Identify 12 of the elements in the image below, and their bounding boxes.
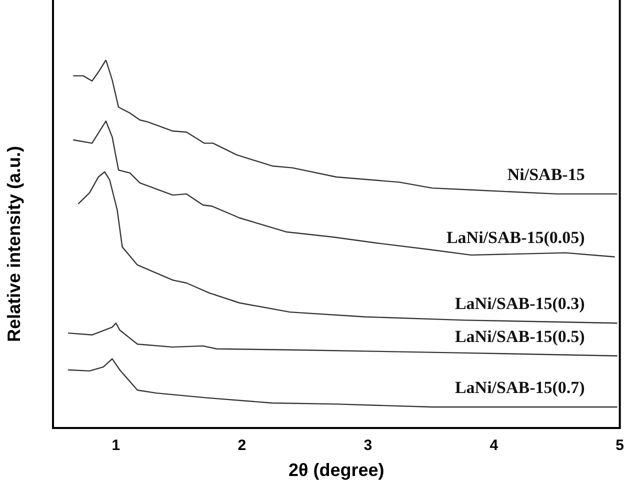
y-axis-title: Relative intensity (a.u.) [4,146,24,342]
series-label: LaNi/SAB-15(0.05) [446,228,585,247]
series-label: LaNi/SAB-15(0.3) [454,294,585,314]
x-tick-label: 3 [364,437,372,454]
x-tick-label: 1 [112,437,120,454]
x-tick-label: 2 [238,437,246,454]
x-axis-title: 2θ (degree) [288,460,384,480]
series-label: LaNi/SAB-15(0.5) [454,326,585,346]
series-label: Ni/SAB-15 [507,164,585,184]
x-tick-label: 4 [490,437,499,454]
x-tick-label: 5 [616,437,624,454]
series-label: LaNi/SAB-15(0.7) [454,378,585,397]
